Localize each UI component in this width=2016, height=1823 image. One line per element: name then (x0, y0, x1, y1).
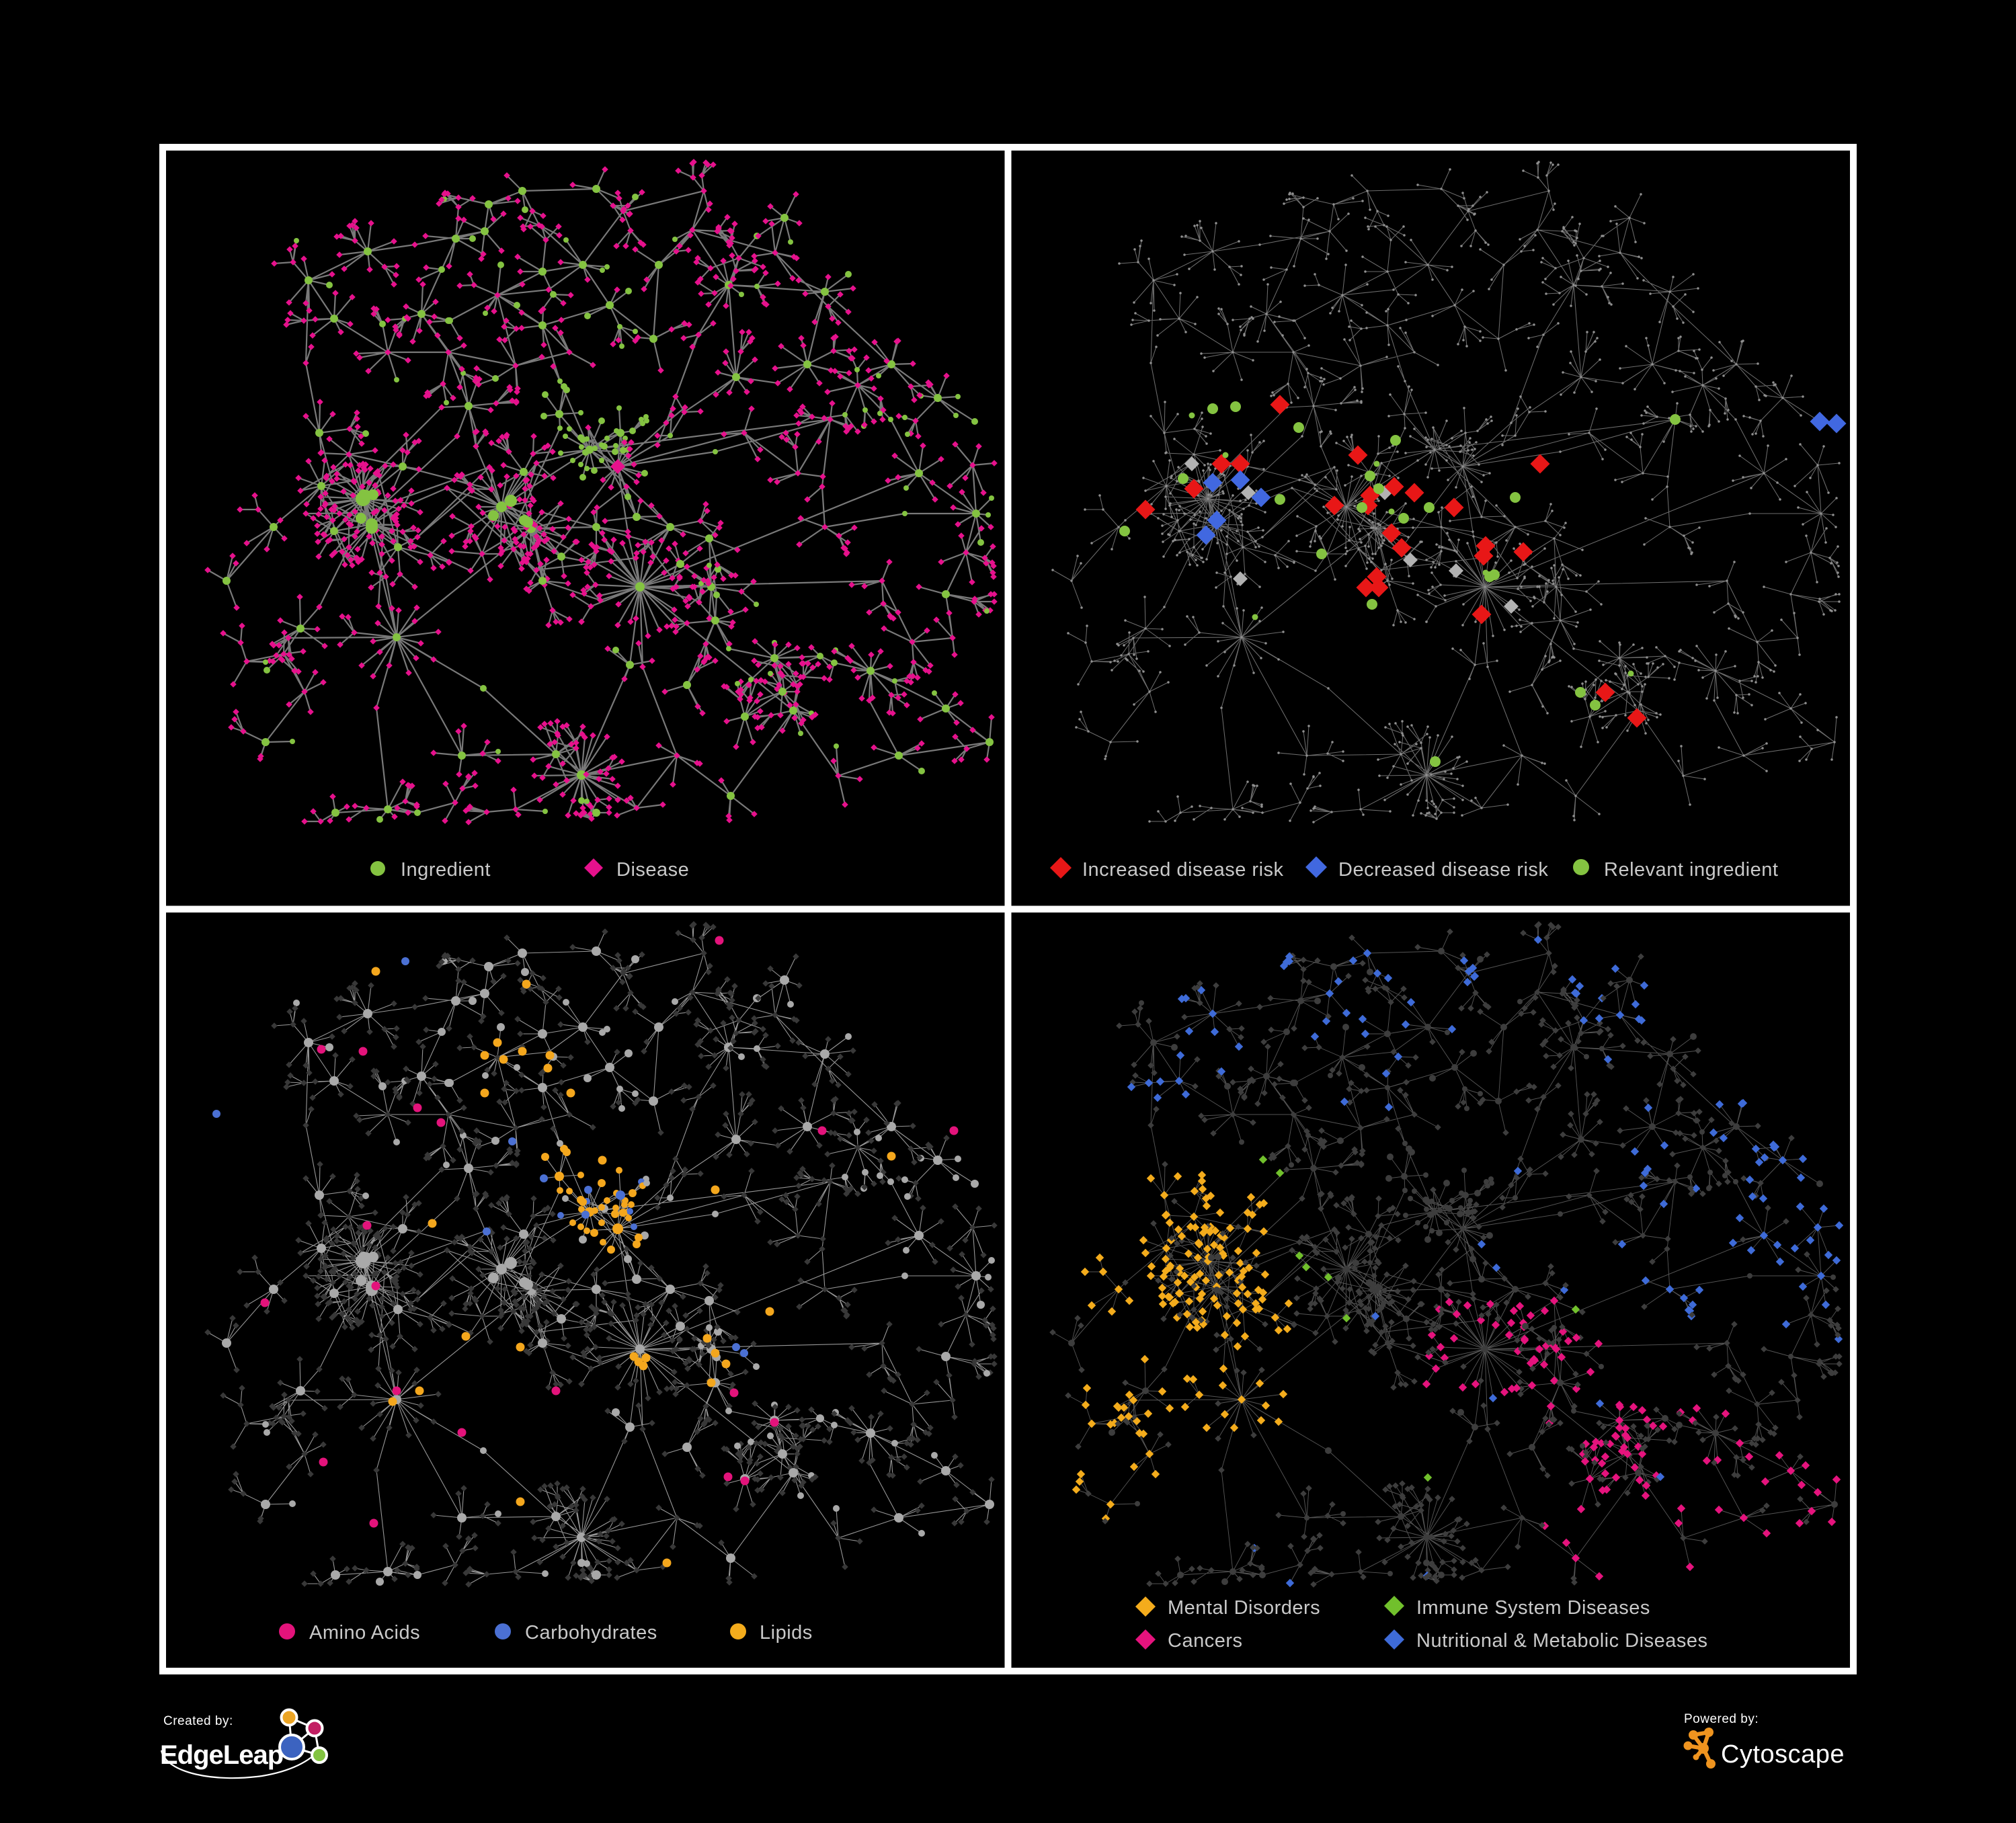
svg-text:Relevant ingredient: Relevant ingredient (1604, 859, 1778, 881)
svg-text:Nutritional & Metabolic Diseas: Nutritional & Metabolic Diseases (1416, 1630, 1707, 1652)
svg-text:Cytoscape: Cytoscape (1721, 1740, 1845, 1769)
svg-text:Mental Disorders: Mental Disorders (1168, 1597, 1320, 1619)
svg-text:EdgeLeap: EdgeLeap (160, 1740, 283, 1770)
svg-text:Lipids: Lipids (760, 1622, 813, 1644)
svg-text:Disease: Disease (616, 859, 689, 881)
svg-text:Carbohydrates: Carbohydrates (525, 1622, 657, 1644)
svg-text:Powered by:: Powered by: (1684, 1712, 1759, 1726)
svg-text:Increased disease risk: Increased disease risk (1082, 859, 1284, 881)
svg-text:Immune System Diseases: Immune System Diseases (1416, 1597, 1650, 1619)
svg-text:Amino Acids: Amino Acids (309, 1622, 420, 1644)
svg-text:Cancers: Cancers (1168, 1630, 1243, 1652)
svg-text:Ingredient: Ingredient (401, 859, 491, 881)
svg-text:Created by:: Created by: (163, 1714, 233, 1728)
svg-text:Decreased disease risk: Decreased disease risk (1338, 859, 1548, 881)
